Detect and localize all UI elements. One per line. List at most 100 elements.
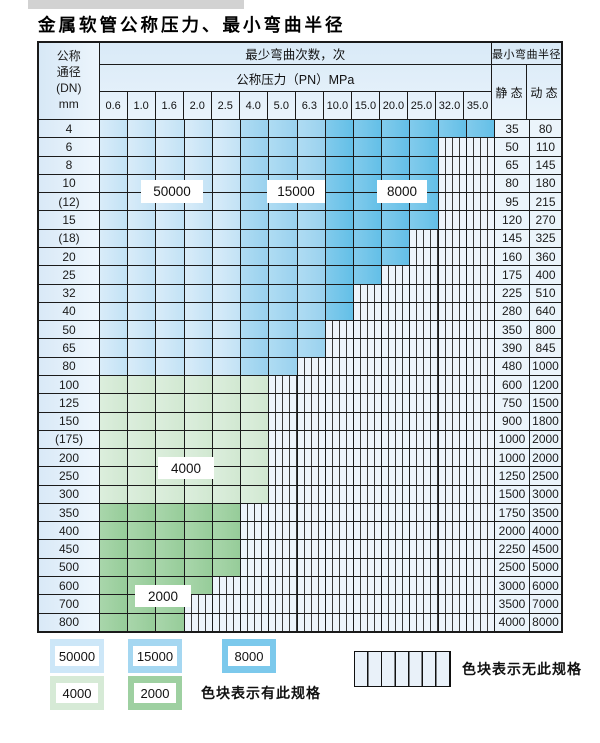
- dn-cell: 65: [39, 339, 100, 357]
- no-spec-cell: [269, 430, 298, 449]
- spec-cell: [128, 467, 157, 485]
- spec-cell: [100, 120, 129, 138]
- spec-cell: [269, 229, 298, 247]
- pressure-cells: [100, 339, 496, 357]
- pressure-cells: [100, 577, 496, 595]
- legend-swatch-15000: 15000: [128, 639, 182, 673]
- pressure-cells: [100, 138, 496, 156]
- no-spec-cell: [325, 467, 354, 485]
- no-spec-cell: [382, 412, 411, 430]
- no-spec-cell: [466, 595, 496, 613]
- table-row: 125 750 1500: [39, 393, 561, 412]
- spec-cell: [184, 522, 213, 540]
- spec-cell: [325, 120, 354, 138]
- spec-cell: [100, 449, 129, 467]
- spec-cell: [241, 394, 270, 412]
- static-radius-cell: 4000: [495, 613, 530, 631]
- no-spec-cell: [382, 430, 411, 449]
- pressure-cells: [100, 375, 496, 394]
- cycles-header: 最少弯曲次数，次: [99, 43, 491, 65]
- spec-cell: [212, 138, 242, 156]
- cycle-label-15000: 15000: [267, 180, 325, 203]
- radius-header-zone: 最小弯曲半径 静 态 动 态: [492, 43, 561, 119]
- spec-cell: [156, 485, 185, 503]
- no-spec-cell: [438, 503, 467, 522]
- spec-cell: [100, 339, 129, 357]
- no-spec-cell: [466, 412, 496, 430]
- spec-cell: [325, 229, 354, 247]
- pressure-col-header: 2.0: [184, 92, 212, 119]
- no-spec-cell: [410, 558, 439, 577]
- no-spec-cell: [382, 595, 411, 613]
- spec-cell: [241, 247, 270, 266]
- table-row: 6 50 110: [39, 137, 561, 156]
- no-spec-cell: [410, 302, 439, 321]
- no-spec-cell: [466, 485, 496, 503]
- pressure-cells: [100, 467, 496, 485]
- no-spec-cell: [297, 357, 326, 375]
- table-row: 350 1750 3500: [39, 502, 561, 522]
- pressure-col-header: 0.6: [100, 92, 128, 119]
- spec-cell: [269, 120, 298, 138]
- no-spec-cell: [438, 211, 467, 229]
- spec-cell: [241, 339, 270, 357]
- static-radius-cell: 390: [495, 339, 530, 357]
- spec-cell: [212, 193, 242, 211]
- spec-cell: [128, 485, 157, 503]
- dynamic-radius-cell: 270: [530, 211, 561, 229]
- dynamic-radius-cell: 180: [530, 174, 561, 193]
- dynamic-radius-cell: 325: [530, 229, 561, 247]
- spec-cell: [128, 412, 157, 430]
- table-row: 15 120 270: [39, 210, 561, 229]
- spec-cell: [100, 540, 129, 558]
- no-spec-cell: [382, 339, 411, 357]
- dn-cell: 800: [39, 613, 100, 631]
- spec-cell: [212, 120, 242, 138]
- spec-cell: [128, 156, 157, 174]
- spec-cell: [128, 266, 157, 284]
- no-spec-cell: [382, 577, 411, 595]
- no-spec-cell: [297, 540, 326, 558]
- radius-header: 最小弯曲半径: [492, 43, 561, 65]
- no-spec-cell: [410, 577, 439, 595]
- spec-cell: [466, 120, 496, 138]
- spec-cell: [212, 357, 242, 375]
- legend-swatch-4000: 4000: [50, 676, 104, 710]
- no-spec-cell: [325, 375, 354, 394]
- dn-cell: 600: [39, 577, 100, 595]
- no-spec-cell: [382, 485, 411, 503]
- no-spec-cell: [410, 540, 439, 558]
- pressure-cells: [100, 449, 496, 467]
- no-spec-cell: [382, 266, 411, 284]
- spec-cell: [156, 211, 185, 229]
- spec-cell: [241, 284, 270, 302]
- no-spec-cell: [353, 339, 383, 357]
- no-spec-cell: [269, 503, 298, 522]
- pressure-cells: [100, 412, 496, 430]
- spec-cell: [410, 211, 439, 229]
- no-spec-cell: [466, 339, 496, 357]
- dn-cell: (18): [39, 229, 100, 247]
- dynamic-radius-cell: 400: [530, 266, 561, 284]
- no-spec-cell: [410, 229, 439, 247]
- no-spec-cell: [325, 613, 354, 631]
- no-spec-cell: [382, 394, 411, 412]
- spec-cell: [212, 302, 242, 321]
- spec-cell: [212, 321, 242, 339]
- dynamic-col-header: 动 态: [530, 85, 558, 100]
- dn-cell: 200: [39, 449, 100, 467]
- spec-cell: [156, 247, 185, 266]
- no-spec-cell: [410, 412, 439, 430]
- spec-cell: [100, 503, 129, 522]
- static-radius-cell: 1750: [495, 503, 530, 522]
- pressure-col-header: 25.0: [408, 92, 436, 119]
- no-spec-cell: [438, 412, 467, 430]
- spec-cell: [241, 156, 270, 174]
- no-spec-cell: [269, 522, 298, 540]
- no-spec-cell: [466, 193, 496, 211]
- spec-cell: [212, 467, 242, 485]
- no-spec-cell: [438, 357, 467, 375]
- static-radius-cell: 1500: [495, 485, 530, 503]
- no-spec-cell: [353, 449, 383, 467]
